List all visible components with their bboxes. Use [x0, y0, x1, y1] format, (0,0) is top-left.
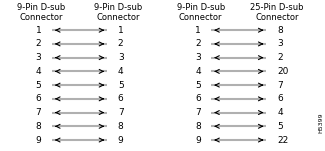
Text: 2: 2 — [36, 39, 42, 48]
Text: 6: 6 — [118, 94, 124, 103]
Text: 8: 8 — [118, 122, 124, 131]
Text: 5: 5 — [36, 81, 42, 90]
Text: 3: 3 — [118, 53, 124, 62]
Text: 25-Pin D-sub
Connector: 25-Pin D-sub Connector — [250, 3, 304, 22]
Text: 7: 7 — [118, 108, 124, 117]
Text: 3: 3 — [195, 53, 201, 62]
Text: 4: 4 — [195, 67, 201, 76]
Text: 6: 6 — [277, 94, 283, 103]
Text: 1: 1 — [195, 26, 201, 35]
Text: 20: 20 — [277, 67, 289, 76]
Text: 6: 6 — [195, 94, 201, 103]
Text: 7: 7 — [36, 108, 42, 117]
Text: 4: 4 — [277, 108, 283, 117]
Text: 8: 8 — [195, 122, 201, 131]
Text: 9: 9 — [36, 135, 42, 145]
Text: 7: 7 — [195, 108, 201, 117]
Text: 5: 5 — [277, 122, 283, 131]
Text: 9-Pin D-sub
Connector: 9-Pin D-sub Connector — [176, 3, 225, 22]
Text: 1: 1 — [36, 26, 42, 35]
Text: 9-Pin D-sub
Connector: 9-Pin D-sub Connector — [94, 3, 142, 22]
Text: 8: 8 — [277, 26, 283, 35]
Text: 7: 7 — [277, 81, 283, 90]
Text: 22: 22 — [277, 135, 288, 145]
Text: 5: 5 — [195, 81, 201, 90]
Text: 2: 2 — [277, 53, 283, 62]
Text: 3: 3 — [36, 53, 42, 62]
Text: 4: 4 — [118, 67, 124, 76]
Text: 8: 8 — [36, 122, 42, 131]
Text: 2: 2 — [195, 39, 201, 48]
Text: 4: 4 — [36, 67, 42, 76]
Text: 2: 2 — [118, 39, 124, 48]
Text: 9: 9 — [195, 135, 201, 145]
Text: 9-Pin D-sub
Connector: 9-Pin D-sub Connector — [17, 3, 66, 22]
Text: 3: 3 — [277, 39, 283, 48]
Text: 6: 6 — [36, 94, 42, 103]
Text: H5399: H5399 — [318, 112, 323, 133]
Text: 1: 1 — [118, 26, 124, 35]
Text: 9: 9 — [118, 135, 124, 145]
Text: 5: 5 — [118, 81, 124, 90]
